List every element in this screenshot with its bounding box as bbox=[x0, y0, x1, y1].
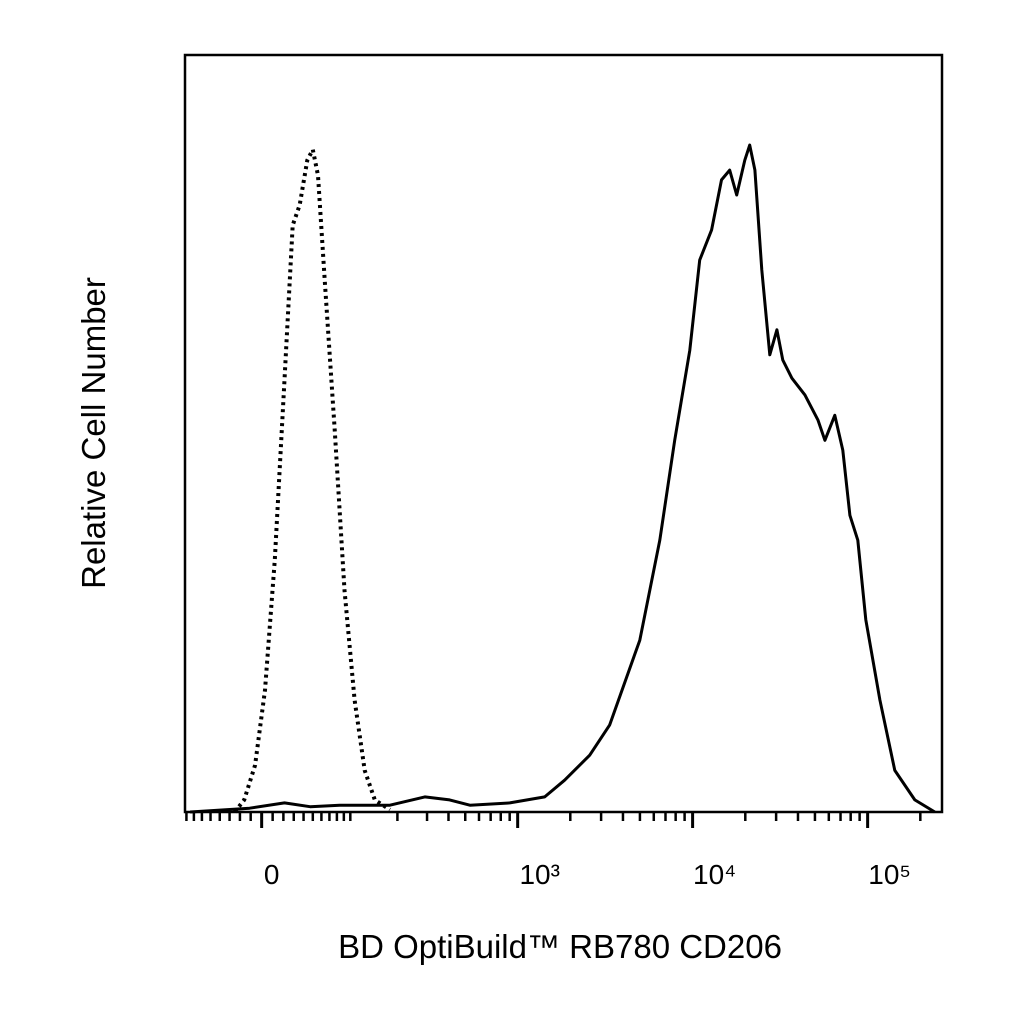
x-tick-label: 10⁴ bbox=[693, 859, 736, 890]
plot-frame bbox=[183, 53, 944, 814]
x-tick-label: 0 bbox=[264, 859, 280, 890]
histogram-line bbox=[190, 143, 936, 814]
x-tick-label: 10⁵ bbox=[868, 859, 911, 890]
x-tick-label: 10³ bbox=[519, 859, 559, 890]
x-axis-label: BD OptiBuild™ RB780 CD206 bbox=[338, 928, 782, 965]
y-axis-label: Relative Cell Number bbox=[75, 277, 112, 589]
histogram-line bbox=[233, 147, 391, 814]
